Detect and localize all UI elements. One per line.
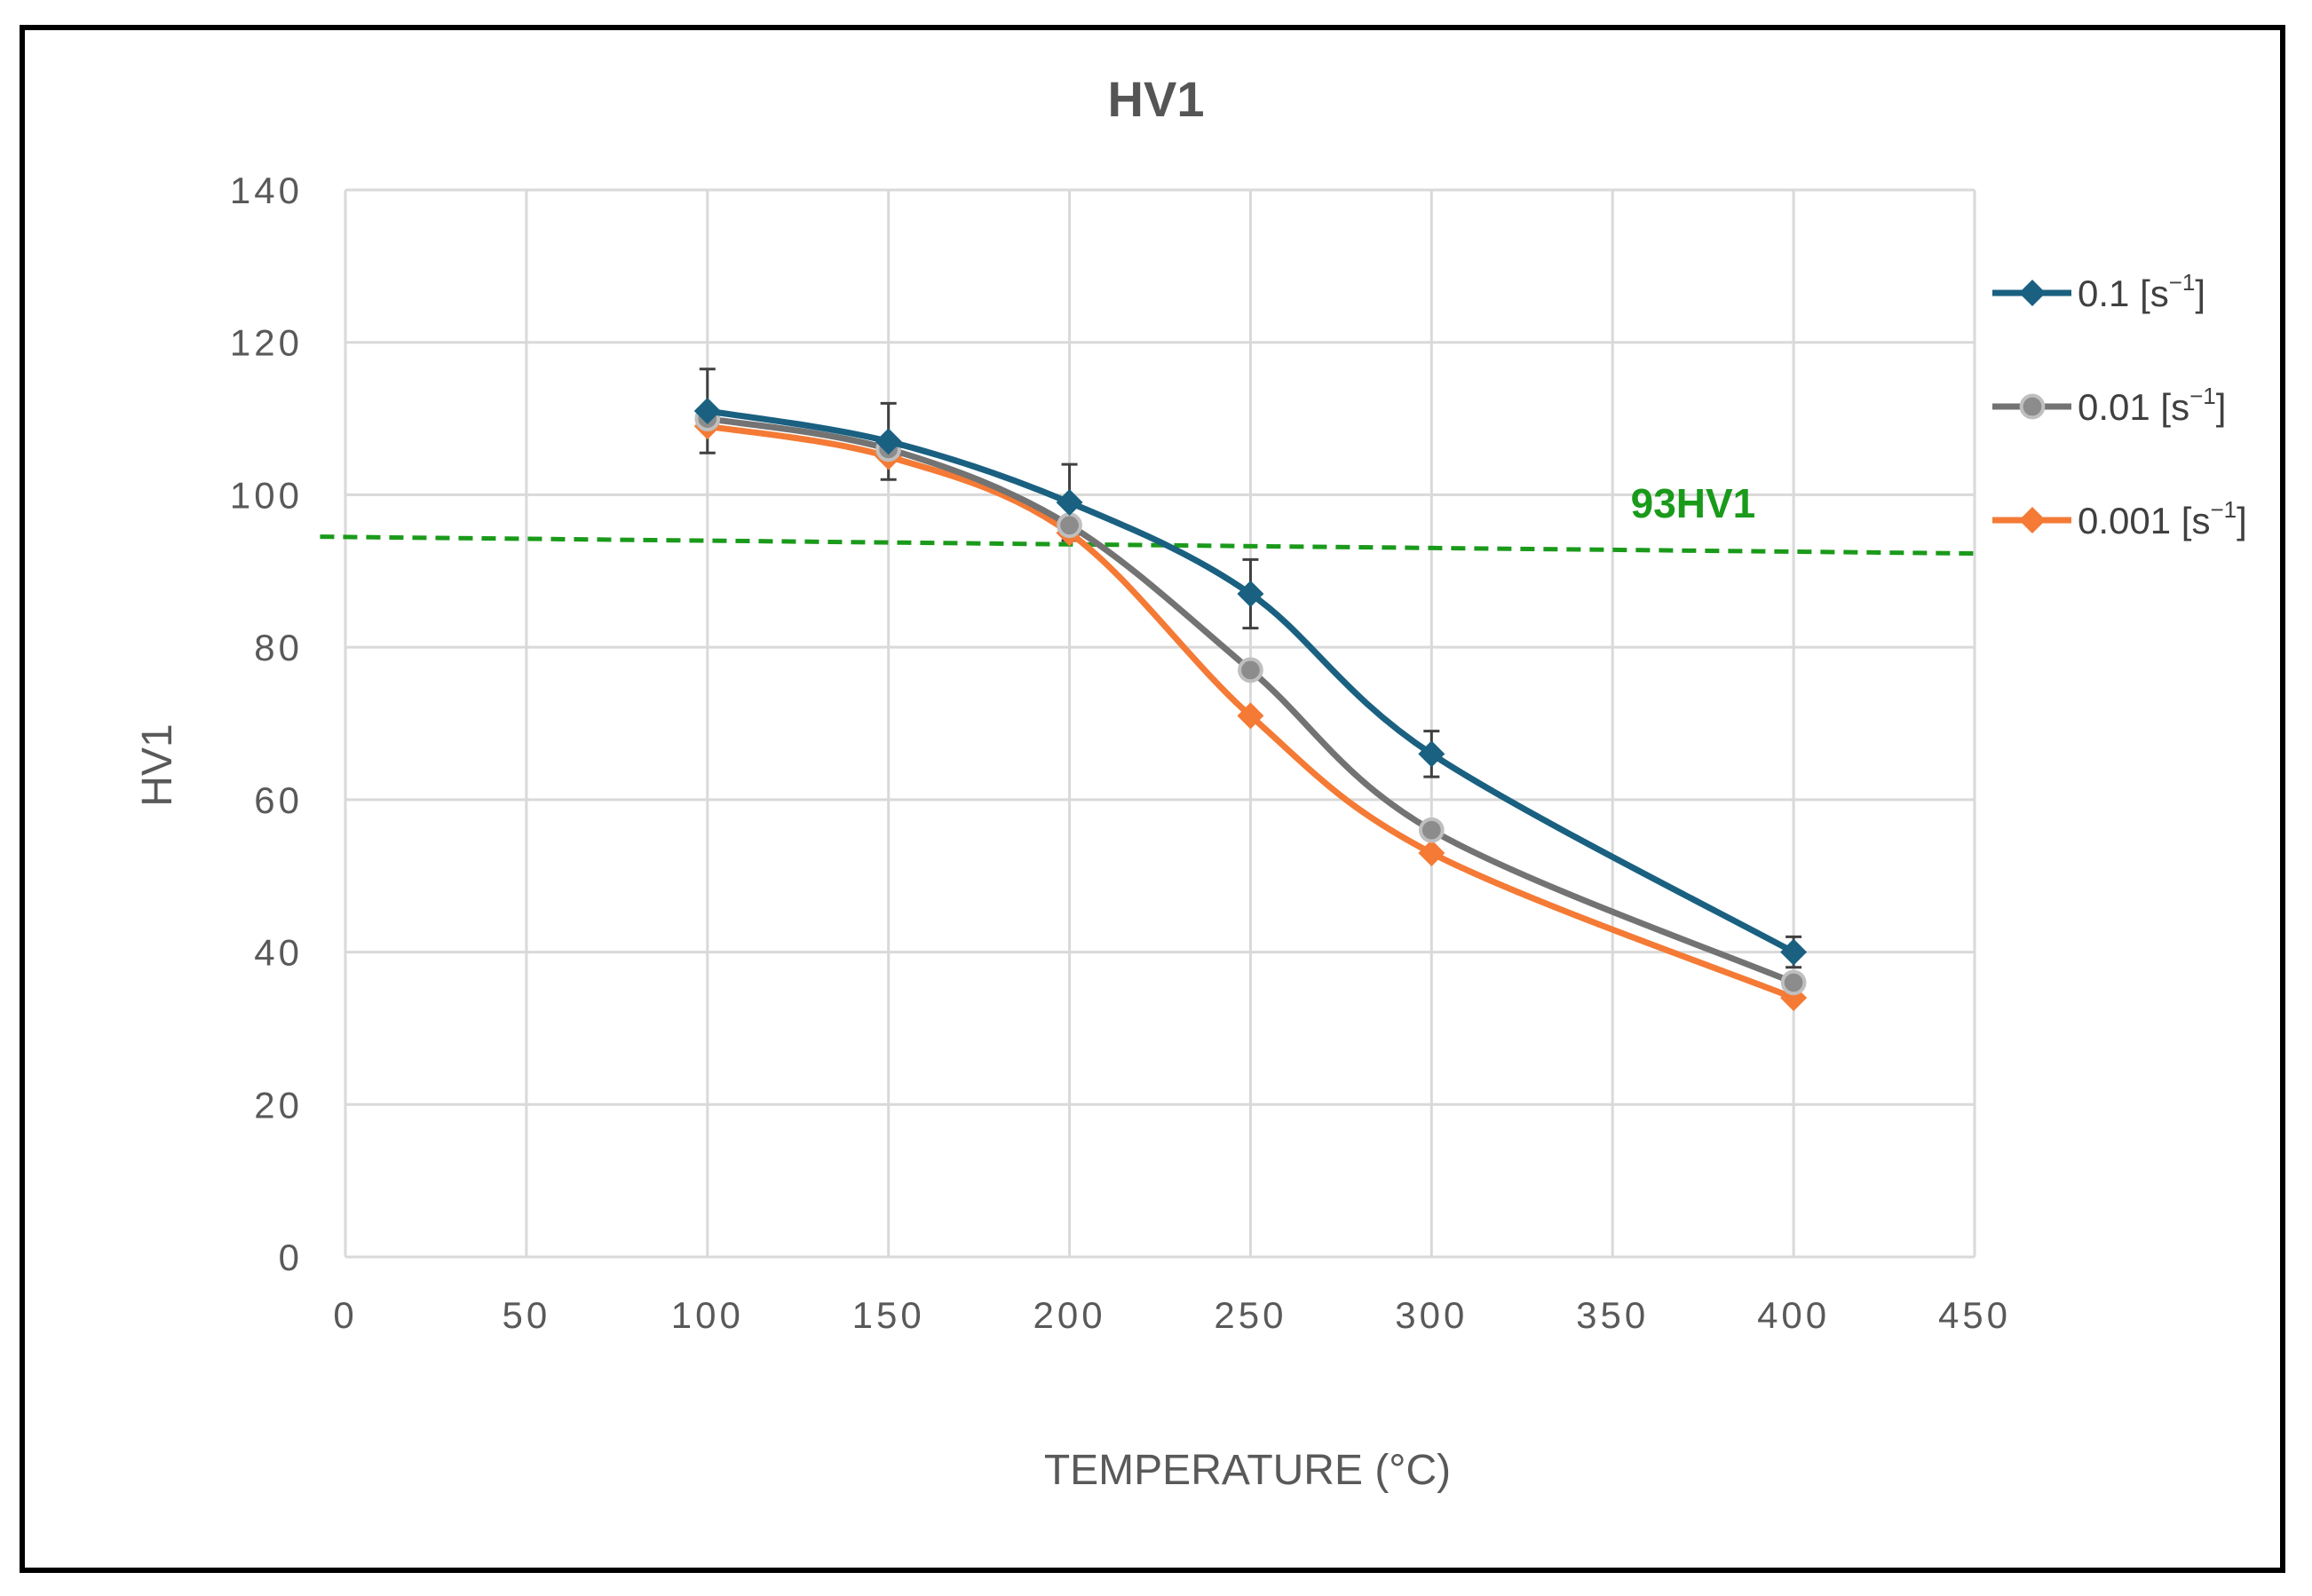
legend-swatch-marker	[2019, 507, 2046, 533]
x-tick-label: 150	[852, 1294, 925, 1336]
legend-label: 0.001 [s−1]	[2078, 496, 2247, 541]
legend-item: 0.1 [s−1]	[1992, 269, 2205, 314]
data-point	[1238, 657, 1263, 683]
legend-item: 0.001 [s−1]	[1992, 496, 2247, 541]
y-tick-label: 0	[279, 1237, 303, 1278]
y-tick-label: 80	[254, 627, 303, 668]
data-point	[1057, 512, 1082, 539]
legend-label-unit: [s	[2181, 500, 2211, 541]
series-0	[693, 397, 1808, 966]
data-point	[1418, 817, 1445, 843]
chart-title: HV1	[1108, 71, 1205, 127]
reference-line-label: 93HV1	[1631, 480, 1756, 526]
legend-label-main: 0.001	[2078, 500, 2181, 541]
data-point	[1237, 581, 1264, 608]
x-tick-label: 450	[1938, 1294, 2011, 1336]
legend-label-close: ]	[2237, 500, 2247, 541]
series-group	[693, 367, 1808, 1012]
legend-item: 0.01 [s−1]	[1992, 383, 2226, 428]
y-tick-label: 100	[230, 474, 303, 516]
legend-label-close: ]	[2195, 273, 2205, 314]
x-tick-label: 200	[1033, 1294, 1106, 1336]
data-point	[1418, 839, 1445, 866]
data-point	[693, 397, 721, 424]
x-tick-label: 350	[1576, 1294, 1649, 1336]
legend-label-sup: −1	[2169, 269, 2196, 296]
legend-label: 0.1 [s−1]	[2078, 269, 2205, 314]
x-tick-label: 250	[1214, 1294, 1287, 1336]
data-point	[1237, 702, 1264, 730]
legend-swatch-marker	[2019, 393, 2046, 420]
legend-label-unit: [s	[2140, 273, 2169, 314]
legend-label-unit: [s	[2160, 386, 2189, 428]
y-tick-label: 40	[254, 932, 303, 974]
y-axis-label: HV1	[134, 723, 181, 806]
x-tick-label: 100	[671, 1294, 744, 1336]
data-point	[1418, 740, 1445, 768]
y-tick-label: 60	[254, 779, 303, 821]
gridlines	[344, 188, 1976, 1259]
y-tick-label: 140	[230, 170, 303, 211]
tick-labels: 0 50 100 150 200 250 300 350 400 450 0 20 40 60 80 100 1…	[230, 170, 2011, 1336]
data-point	[1780, 969, 1807, 996]
legend-swatch-marker	[2019, 280, 2046, 306]
x-axis-label: TEMPERATURE (°C)	[1044, 1447, 1451, 1494]
data-point	[1780, 938, 1808, 966]
data-point	[875, 428, 902, 455]
x-tick-label: 50	[503, 1294, 551, 1336]
reference-line-group: 93HV1	[320, 480, 1975, 557]
data-point	[1056, 489, 1083, 517]
x-tick-label: 0	[333, 1294, 357, 1336]
legend-label-sup: −1	[2210, 496, 2237, 523]
x-tick-label: 300	[1395, 1294, 1468, 1336]
y-tick-label: 120	[230, 322, 303, 364]
x-tick-label: 400	[1757, 1294, 1830, 1336]
legend-label-close: ]	[2216, 386, 2227, 428]
legend-label-main: 0.01	[2078, 386, 2160, 428]
legend: 0.1 [s−1]0.01 [s−1]0.001 [s−1]	[1992, 269, 2247, 541]
legend-label: 0.01 [s−1]	[2078, 383, 2226, 428]
legend-label-sup: −1	[2189, 383, 2216, 409]
y-tick-label: 20	[254, 1084, 303, 1126]
legend-label-main: 0.1	[2078, 273, 2140, 314]
